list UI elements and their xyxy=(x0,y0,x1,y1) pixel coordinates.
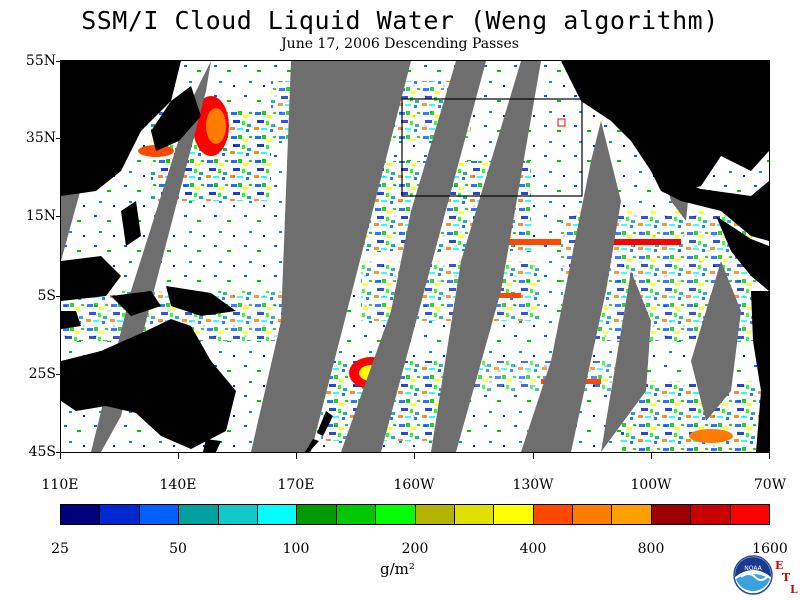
colorbar-swatch xyxy=(218,505,258,524)
lat-tick xyxy=(56,138,60,139)
colorbar-swatch xyxy=(651,505,692,524)
colorbar-swatch xyxy=(494,505,534,524)
colorbar-label: 1600 xyxy=(752,541,788,557)
colorbar-swatch xyxy=(257,505,298,524)
colorbar-swatch xyxy=(297,505,337,524)
lat-label: 45S xyxy=(28,444,56,460)
etl-letter: T xyxy=(782,571,791,584)
lon-label: 160W xyxy=(393,477,435,493)
colorbar-swatch xyxy=(61,505,101,524)
landmasses xyxy=(61,61,769,452)
colorbar xyxy=(60,504,770,525)
colorbar-label: 50 xyxy=(169,541,187,557)
colorbar-swatch xyxy=(612,505,652,524)
etl-letter: E xyxy=(775,559,784,572)
lon-label: 130W xyxy=(512,477,554,493)
colorbar-swatch xyxy=(139,505,180,524)
lon-tick xyxy=(651,453,652,459)
noaa-logo-icon: NOAA xyxy=(733,555,773,595)
colorbar-swatch xyxy=(454,505,495,524)
lat-tick xyxy=(56,296,60,297)
lon-tick xyxy=(414,453,415,459)
lon-label: 100W xyxy=(630,477,672,493)
colorbar-label: 25 xyxy=(51,541,69,557)
lon-tick xyxy=(769,453,770,459)
colorbar-label: 100 xyxy=(282,541,310,557)
colorbar-swatch xyxy=(730,505,770,524)
colorbar-label: 200 xyxy=(401,541,429,557)
lat-tick xyxy=(56,216,60,217)
etl-letter: L xyxy=(790,583,798,596)
lon-label: 140E xyxy=(159,477,197,493)
no-data-swaths xyxy=(61,61,741,452)
map-subtitle: June 17, 2006 Descending Passes xyxy=(281,36,519,52)
colorbar-swatch xyxy=(691,505,731,524)
logo-text: NOAA xyxy=(744,565,762,572)
lon-label: 110E xyxy=(41,477,79,493)
study-region-box xyxy=(401,98,583,197)
colorbar-swatch xyxy=(415,505,455,524)
lat-label: 25S xyxy=(28,366,56,382)
lat-tick xyxy=(56,452,60,453)
lat-label: 35N xyxy=(25,130,56,146)
colorbar-label: 400 xyxy=(519,541,547,557)
lon-tick xyxy=(296,453,297,459)
lon-tick xyxy=(533,453,534,459)
colorbar-swatch xyxy=(573,505,613,524)
colorbar-unit: g/m² xyxy=(380,560,415,578)
colorbar-swatch xyxy=(100,505,140,524)
lon-tick xyxy=(60,453,61,459)
lat-label: 5S xyxy=(37,288,57,304)
location-marker xyxy=(557,118,566,127)
colorbar-label: 800 xyxy=(637,541,665,557)
lat-tick xyxy=(56,374,60,375)
lat-tick xyxy=(56,61,60,62)
lat-label: 55N xyxy=(25,53,56,69)
noaa-logo: NOAA xyxy=(733,555,773,595)
lat-label: 15N xyxy=(25,208,56,224)
lon-label: 70W xyxy=(753,477,787,493)
map-title: SSM/I Cloud Liquid Water (Weng algorithm… xyxy=(81,6,719,35)
map-canvas xyxy=(61,61,769,452)
colorbar-swatch xyxy=(336,505,377,524)
cloud-liquid-water-map xyxy=(60,60,770,453)
colorbar-swatch xyxy=(376,505,416,524)
colorbar-swatch xyxy=(179,505,219,524)
colorbar-swatch xyxy=(533,505,574,524)
lon-tick xyxy=(178,453,179,459)
lon-label: 170E xyxy=(277,477,315,493)
